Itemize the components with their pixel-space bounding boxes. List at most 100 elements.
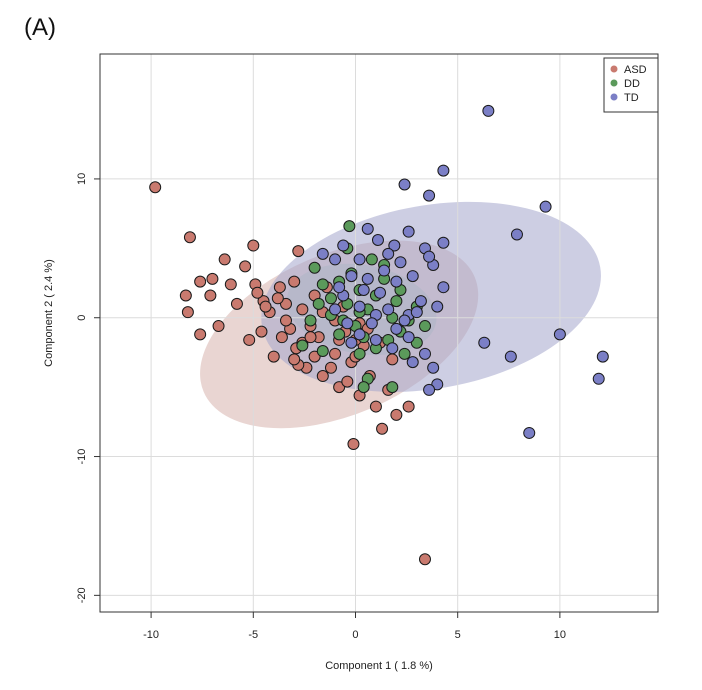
point-dd [365,253,378,266]
point-dd [357,381,370,394]
point-td [592,372,605,385]
point-td [482,104,495,117]
point-asd [212,320,225,333]
point-dd [353,347,366,360]
data-points [149,104,609,566]
point-asd [316,370,329,383]
point-asd [390,408,403,421]
point-asd [304,331,317,344]
point-td [390,275,403,288]
point-asd [341,375,354,388]
point-td [406,356,419,369]
point-td [361,272,374,285]
point-td [345,270,358,283]
point-dd [418,320,431,333]
legend-label-dd: DD [624,78,640,90]
y-tick-label: 0 [76,315,88,321]
point-dd [333,328,346,341]
point-td [437,164,450,177]
y-tick-label: 10 [76,173,88,185]
point-dd [296,339,309,352]
x-tick-label: -10 [143,629,159,641]
point-td [423,250,436,263]
point-asd [273,281,286,294]
point-dd [304,314,317,327]
point-asd [204,289,217,302]
point-asd [296,303,309,316]
point-dd [316,345,329,358]
point-dd [324,292,337,305]
point-td [371,234,384,246]
point-td [353,300,366,313]
point-asd [324,361,337,374]
point-td [414,295,427,308]
point-td [353,328,366,341]
point-td [394,256,407,269]
point-td [388,239,401,252]
point-td [390,322,403,335]
point-asd [206,272,219,285]
point-asd [418,553,431,566]
point-td [386,342,399,355]
y-tick-label: -10 [76,449,88,465]
point-td [596,350,609,363]
point-td [504,350,517,363]
point-asd [255,325,268,338]
point-td [427,361,440,374]
x-tick-label: 0 [352,629,358,641]
point-td [365,317,378,330]
point-td [410,306,423,319]
point-td [341,317,354,330]
legend-swatch-td [610,93,618,101]
panel-label: (A) [24,14,56,41]
point-asd [347,438,360,451]
axis-ticks: -10 -5 0 5 10 -20 -10 0 10 [76,173,566,641]
point-asd [376,422,389,435]
point-td [423,383,436,396]
point-asd [271,292,284,305]
plot-frame [99,53,659,613]
point-dd [316,278,329,291]
point-asd [308,350,321,363]
point-asd [280,314,292,327]
point-asd [243,333,256,346]
point-dd [410,336,423,349]
point-dd [390,295,403,308]
point-asd [179,289,192,302]
point-td [333,281,346,294]
point-td [406,270,419,283]
point-td [361,222,374,235]
point-asd [333,381,346,394]
point-dd [308,261,321,274]
point-td [402,331,415,344]
point-asd [224,278,237,291]
point-asd [149,181,162,194]
x-tick-label: -5 [248,629,258,641]
point-asd [230,297,243,310]
point-asd [267,350,280,363]
point-td [437,236,450,249]
point-asd [288,353,301,366]
point-td [382,303,395,316]
point-td [431,378,444,391]
point-asd [183,231,196,244]
x-tick-label: 10 [554,629,566,641]
point-asd [292,245,305,258]
point-td [374,286,387,299]
point-td [402,225,415,238]
legend: ASD DD TD [603,57,659,113]
legend-swatch-dd [610,79,618,87]
point-asd [259,300,272,313]
point-td [398,314,411,327]
point-asd [247,239,260,252]
point-asd [288,275,301,288]
point-asd [239,260,252,273]
point-td [553,328,566,341]
point-asd [402,400,415,413]
point-td [316,247,329,260]
y-tick-label: -20 [76,587,88,603]
point-td [337,239,350,252]
legend-label-asd: ASD [624,64,647,76]
point-td [369,333,382,346]
